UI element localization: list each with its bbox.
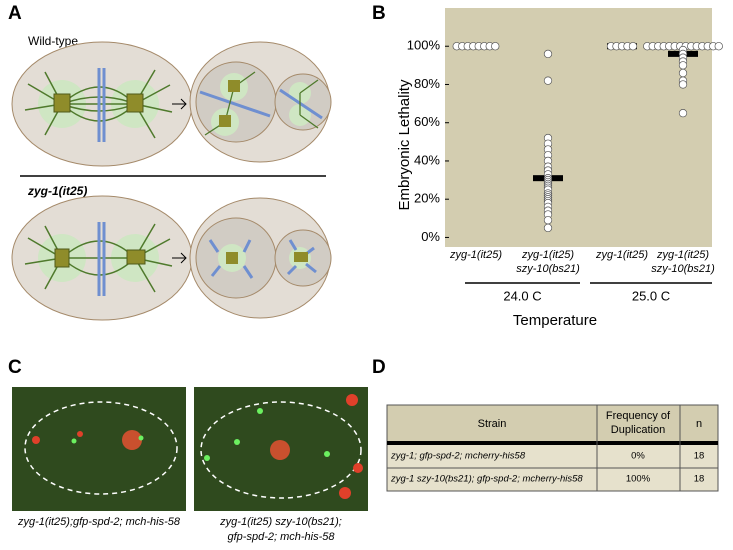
group-label: 25.0 C bbox=[632, 288, 670, 303]
diagram-title: zyg-1(it25) bbox=[27, 184, 87, 198]
x-axis-label: Temperature bbox=[513, 312, 597, 329]
data-point bbox=[714, 42, 723, 51]
x-tick-label: szy-10(bs21) bbox=[651, 263, 715, 275]
micrographs: zyg-1(it25);gfp-spd-2; mch-his-58 zyg-1(… bbox=[12, 387, 368, 543]
table-cell: 0% bbox=[631, 451, 645, 462]
table-cell: zyg-1 szy-10(bs21); gfp-spd-2; mcherry-h… bbox=[390, 474, 583, 485]
group-label: 24.0 C bbox=[503, 288, 541, 303]
y-tick-label: 0% bbox=[421, 229, 440, 244]
data-point bbox=[543, 76, 553, 85]
data-point bbox=[678, 61, 688, 70]
data-point bbox=[678, 68, 688, 78]
panel-label: A bbox=[8, 3, 22, 24]
table-cell: 100% bbox=[626, 474, 651, 485]
y-tick-label: 40% bbox=[414, 152, 440, 167]
x-tick-label: zyg-1(it25) bbox=[656, 249, 709, 261]
dot-plot: 0% 20% 40% 60% 80% 100% zyg-1(it25) zyg-1(it25)… bbox=[407, 8, 723, 303]
data-point bbox=[543, 49, 553, 59]
data-point bbox=[543, 223, 553, 233]
diagram-title: Wild-type bbox=[28, 34, 78, 48]
y-tick-label: 60% bbox=[414, 114, 440, 129]
panel-label: C bbox=[8, 357, 22, 378]
diagram: Wild-type zyg-1(it25) bbox=[11, 34, 332, 321]
data-point bbox=[678, 109, 688, 118]
x-tick-label: zyg-1(it25) bbox=[449, 249, 502, 261]
table-cell: 18 bbox=[694, 474, 705, 485]
data-point bbox=[678, 80, 688, 89]
table-cell: zyg-1; gfp-spd-2; mcherry-his58 bbox=[390, 451, 526, 462]
table: Strain Frequency of Duplication n zyg-1; gfp… bbox=[386, 404, 719, 492]
x-tick-label: zyg-1(it25) bbox=[595, 249, 648, 261]
y-tick-label: 80% bbox=[414, 76, 440, 91]
y-tick-label: 20% bbox=[414, 191, 440, 206]
caption: zyg-1(it25);gfp-spd-2; mch-his-58 bbox=[17, 516, 181, 528]
x-tick-label: szy-10(bs21) bbox=[516, 263, 580, 275]
caption: zyg-1(it25) szy-10(bs21); bbox=[219, 516, 342, 528]
caption: gfp-spd-2; mch-his-58 bbox=[228, 531, 336, 543]
panel-label: B bbox=[372, 3, 386, 24]
table-header: Frequency of Duplication bbox=[606, 410, 671, 436]
table-header: n bbox=[696, 418, 702, 430]
x-tick-label: zyg-1(it25) bbox=[521, 249, 574, 261]
table-cell: 18 bbox=[694, 451, 705, 462]
data-point bbox=[491, 42, 500, 51]
data-point bbox=[628, 42, 638, 51]
y-axis-label: Embryonic Lethality bbox=[396, 79, 413, 210]
table-header: Strain bbox=[478, 418, 507, 430]
data-point bbox=[543, 216, 553, 225]
y-tick-label: 100% bbox=[407, 38, 441, 53]
panel-label: D bbox=[372, 357, 386, 378]
